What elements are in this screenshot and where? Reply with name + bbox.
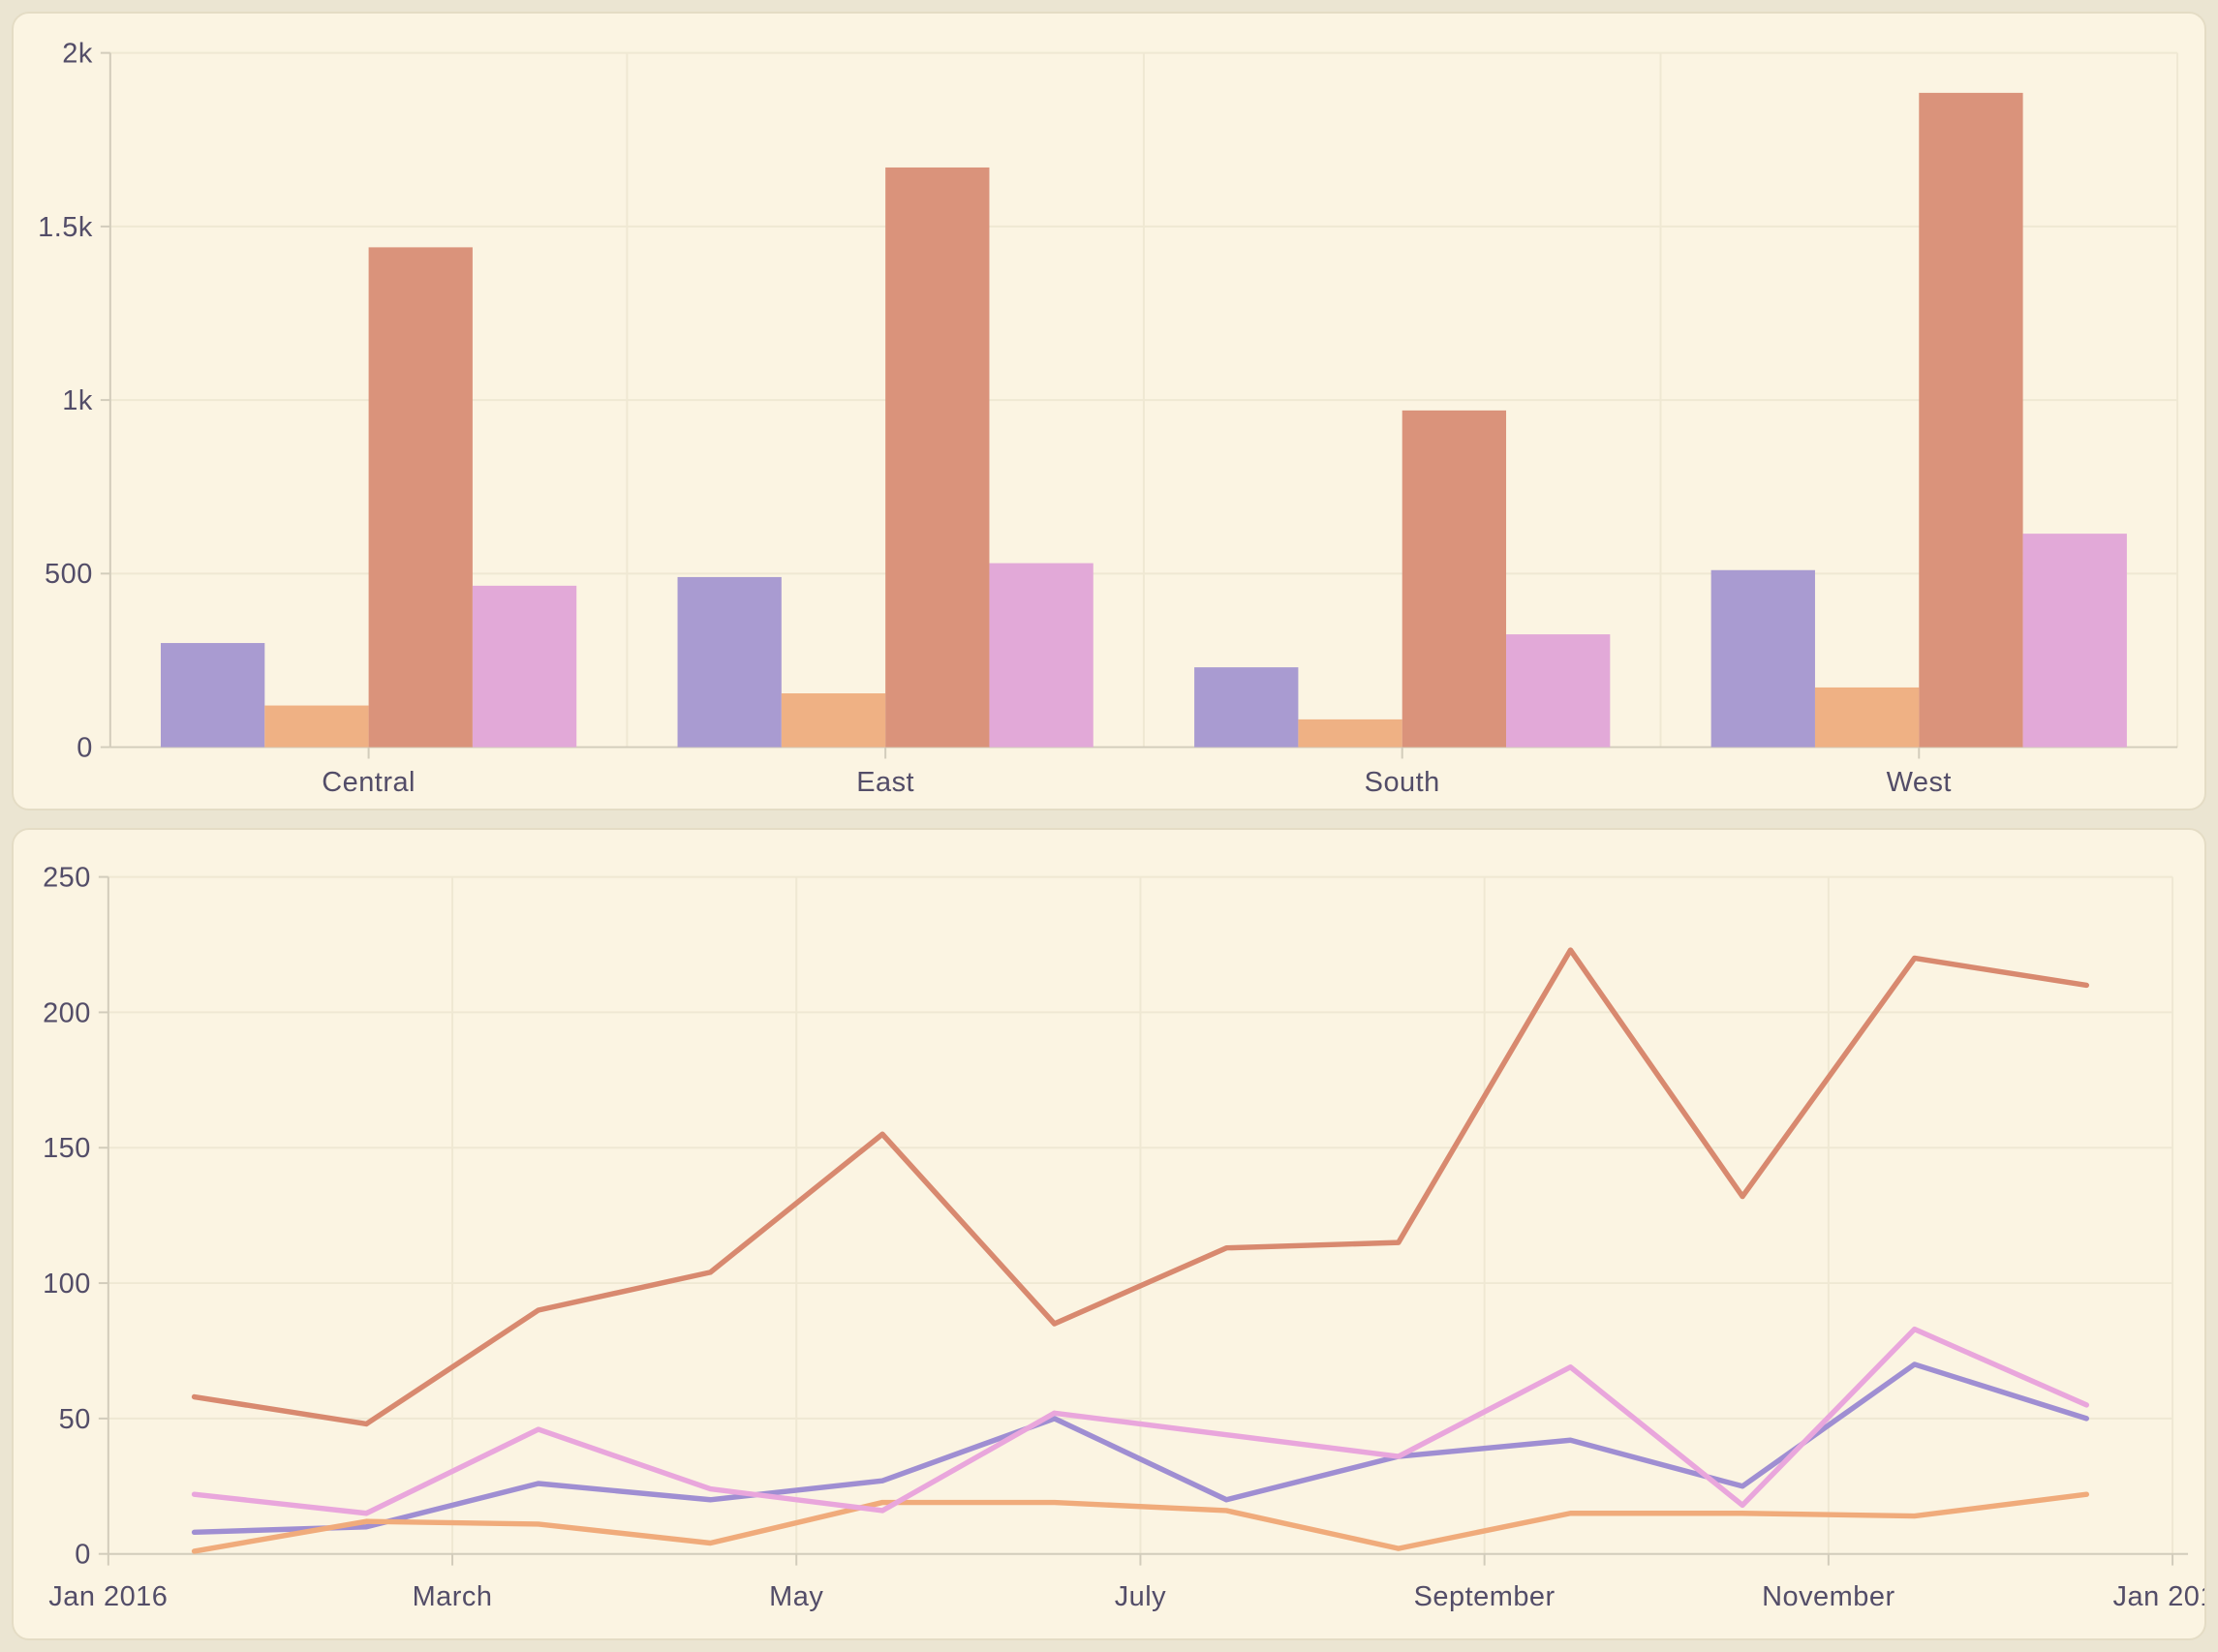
y-axis-label: 100	[43, 1269, 91, 1300]
x-axis-label: May	[769, 1581, 823, 1612]
bar-west-pink-series[interactable]	[2022, 534, 2127, 748]
bar-west-purple-series[interactable]	[1710, 569, 1815, 748]
y-axis-label: 1k	[62, 385, 93, 416]
x-axis-label: Jan 2016	[48, 1581, 168, 1612]
bar-chart-panel: 0 500 1k 1.5k 2k Central East South West	[12, 12, 2206, 811]
line-light-orange-series[interactable]	[191, 1491, 2090, 1554]
bar-east-pink-series[interactable]	[989, 563, 1094, 748]
y-axis-label: 1.5k	[38, 212, 93, 243]
x-axis-label: East	[856, 767, 914, 798]
bar-south-purple-series[interactable]	[1194, 667, 1299, 748]
y-axis-label: 2k	[62, 39, 93, 70]
line-chart-panel: 0 50 100 150 200 250 Jan 2016 March May July Septe…	[12, 828, 2206, 1640]
bar-south-salmon-series[interactable]	[1402, 410, 1507, 748]
line-purple-series[interactable]	[191, 1361, 2090, 1536]
line-chart[interactable]: 0 50 100 150 200 250 Jan 2016 March May July Septe…	[14, 830, 2204, 1638]
bar-chart[interactable]: 0 500 1k 1.5k 2k Central East South West	[14, 14, 2204, 809]
bar-south-light-orange-series[interactable]	[1298, 719, 1402, 748]
x-axis-label: July	[1115, 1581, 1167, 1612]
bar-central-light-orange-series[interactable]	[264, 705, 369, 748]
x-axis-label: November	[1762, 1581, 1895, 1612]
bar-east-light-orange-series[interactable]	[781, 693, 886, 748]
x-axis-label: Central	[322, 767, 416, 798]
bar-central-salmon-series[interactable]	[368, 247, 473, 748]
y-axis-label: 250	[43, 863, 91, 894]
bar-west-salmon-series[interactable]	[1919, 92, 2023, 748]
y-axis-label: 0	[75, 1540, 91, 1571]
line-salmon-series[interactable]	[191, 947, 2090, 1427]
x-axis-label: South	[1365, 767, 1440, 798]
x-axis-label: West	[1887, 767, 1952, 798]
x-axis-label: September	[1414, 1581, 1556, 1612]
x-axis-label: Jan 2017	[2113, 1581, 2204, 1612]
bar-west-light-orange-series[interactable]	[1814, 687, 1920, 748]
bar-central-pink-series[interactable]	[472, 585, 577, 748]
line-pink-series[interactable]	[191, 1326, 2090, 1516]
bar-east-salmon-series[interactable]	[885, 167, 990, 748]
y-axis-label: 0	[77, 733, 93, 764]
bar-central-purple-series[interactable]	[160, 643, 265, 748]
x-axis-label: March	[413, 1581, 493, 1612]
y-axis-label: 50	[59, 1404, 91, 1435]
y-axis-label: 150	[43, 1133, 91, 1164]
y-axis-label: 500	[45, 559, 93, 590]
y-axis-label: 200	[43, 997, 91, 1028]
bar-south-pink-series[interactable]	[1506, 634, 1611, 748]
bar-east-purple-series[interactable]	[677, 576, 782, 748]
